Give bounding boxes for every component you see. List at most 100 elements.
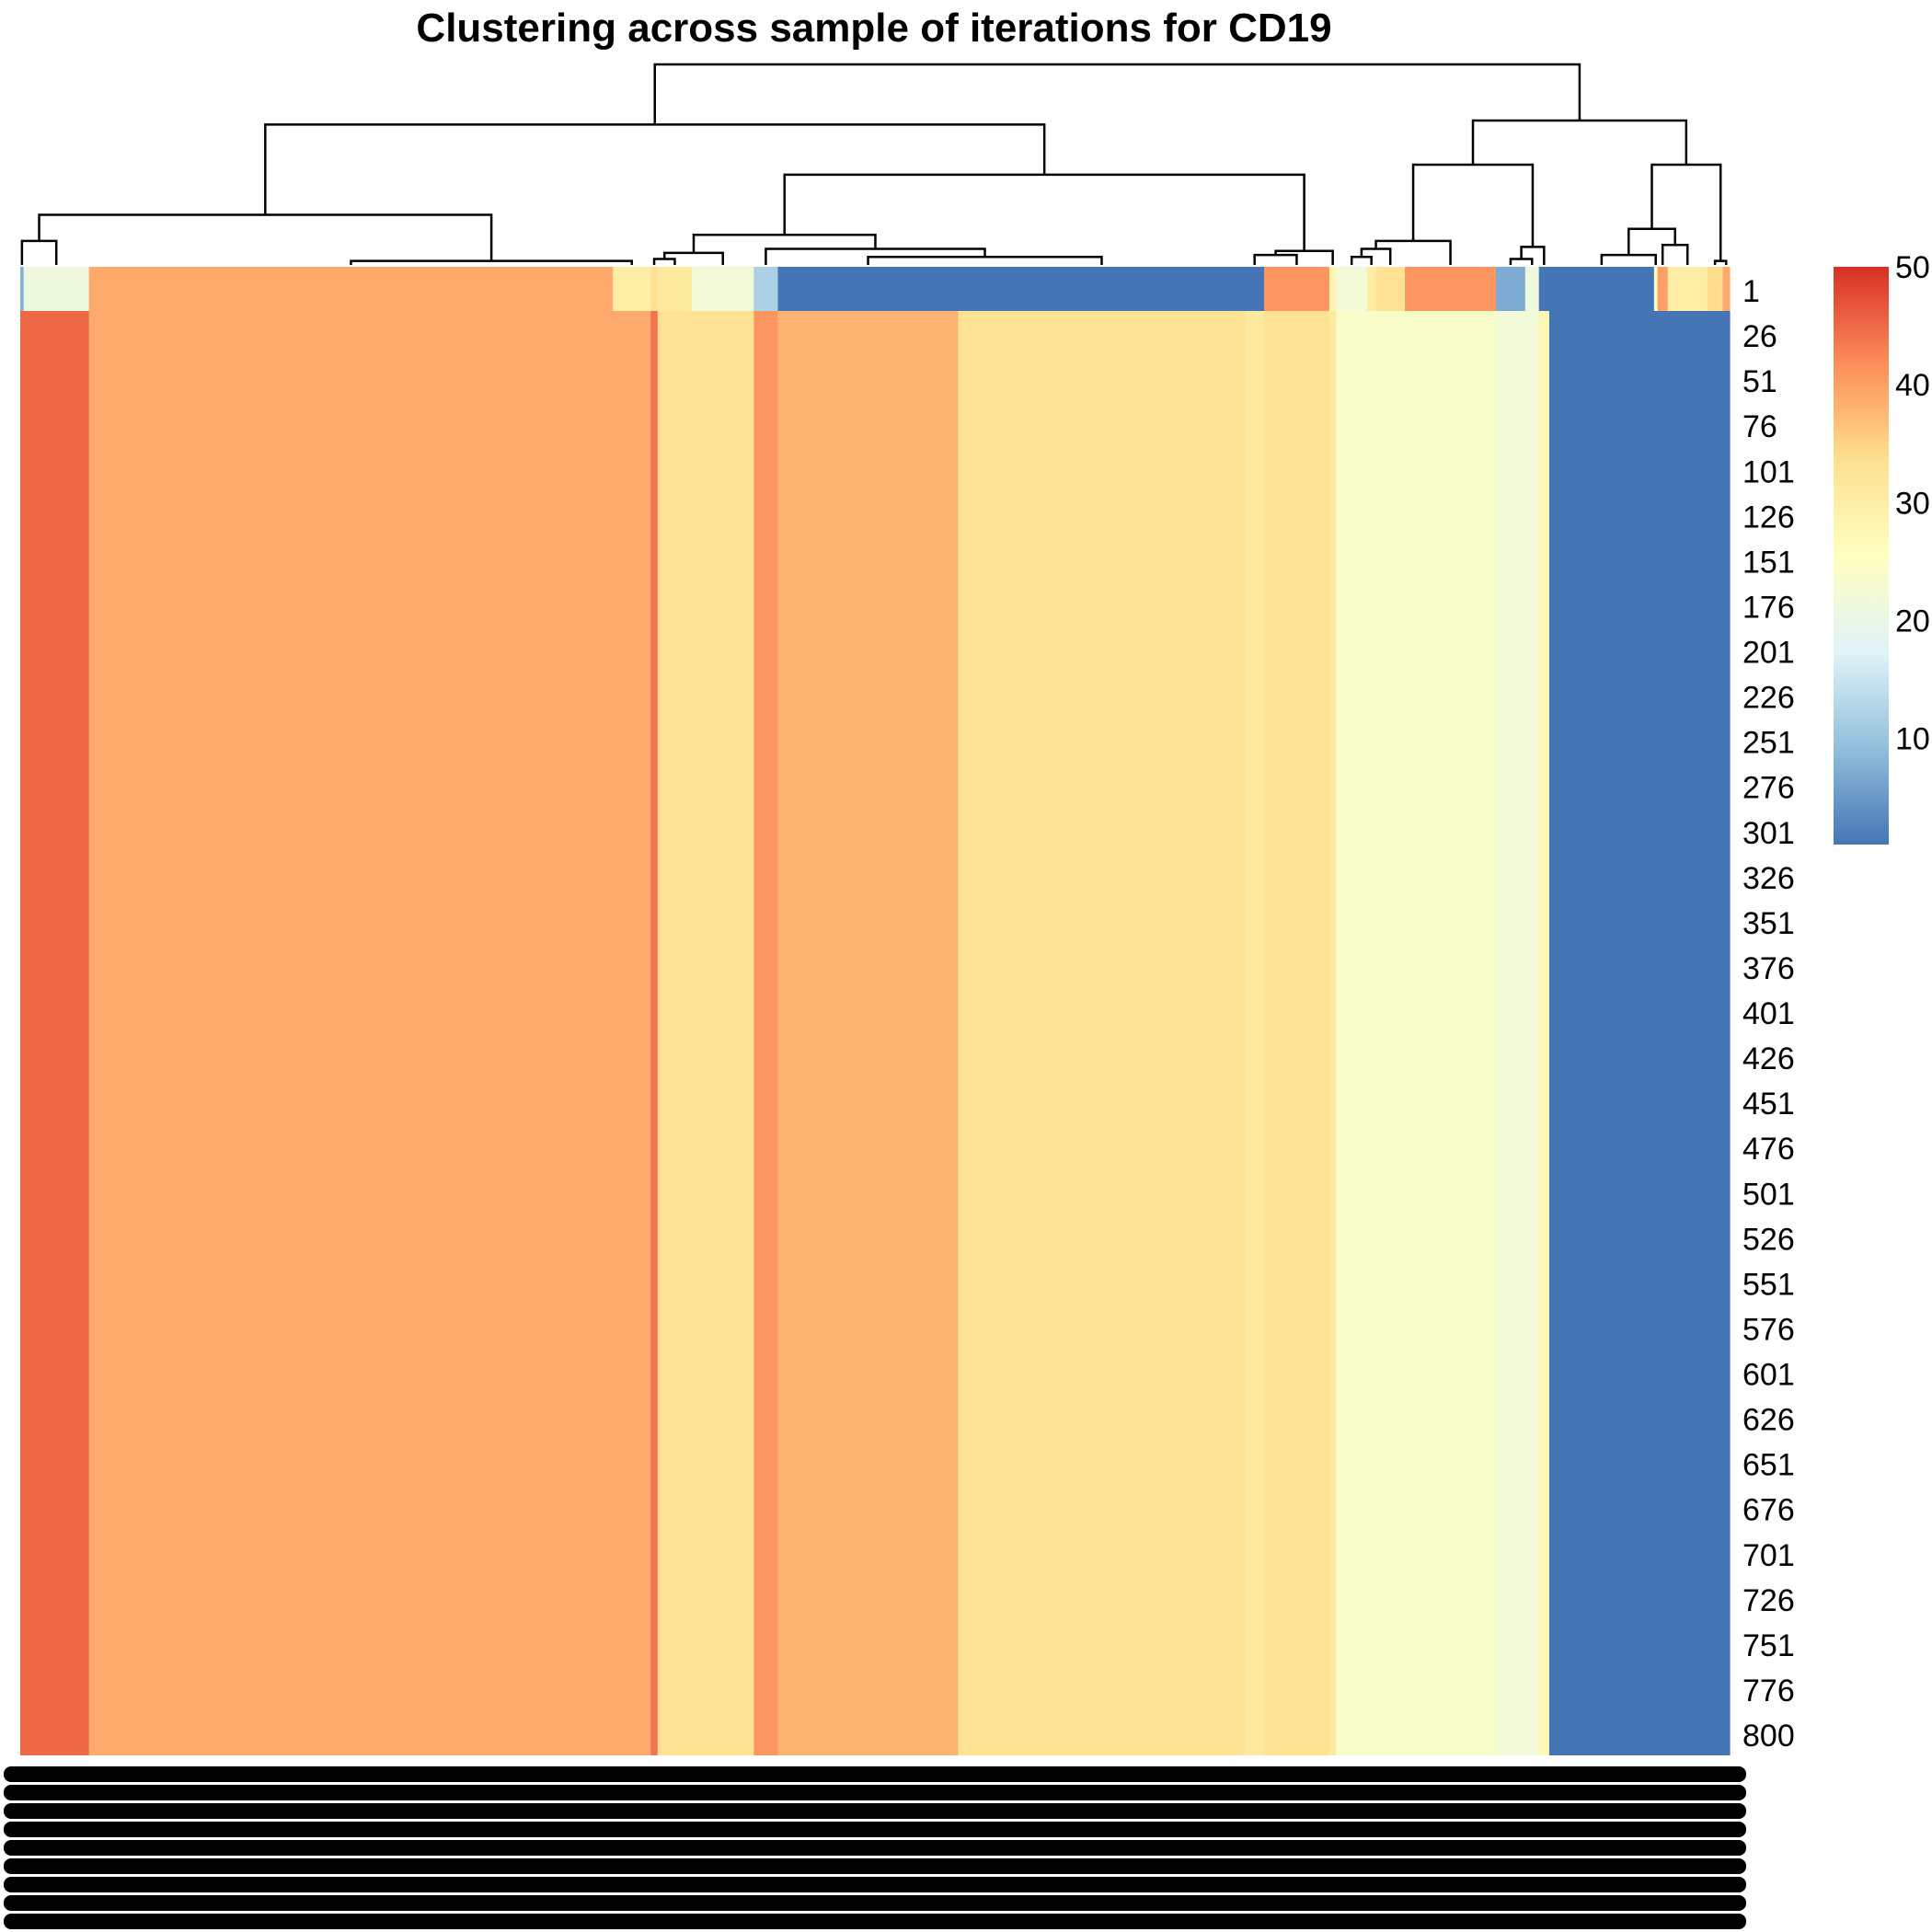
color-legend-bar: [1834, 267, 1889, 845]
row-label: 776: [1742, 1673, 1795, 1708]
heatmap-cell-body-0: [20, 311, 25, 1755]
legend-tick-label: 40: [1895, 368, 1930, 403]
dendrogram-link-18: [1411, 163, 1535, 247]
heatmap-cell-top-1: [23, 267, 90, 311]
heatmap-cell-body-3: [613, 311, 651, 1755]
row-label: 276: [1742, 771, 1795, 806]
row-label: 176: [1742, 590, 1795, 625]
row-label: 651: [1742, 1448, 1795, 1483]
row-label: 1: [1742, 274, 1760, 309]
chart-title: Clustering across sample of iterations f…: [416, 6, 1331, 51]
heatmap-cell-body-4: [650, 311, 659, 1755]
legend-tick-label: 30: [1895, 486, 1930, 521]
dendrogram-link-5: [867, 256, 1103, 265]
column-label-band: [4, 1785, 1746, 1800]
heatmap-cell-body-23: [1667, 311, 1708, 1755]
heatmap-cell-top-12: [1328, 267, 1337, 311]
heatmap-cell-top-4: [650, 267, 659, 311]
heatmap-cell-body-2: [88, 311, 614, 1755]
heatmap-cell-body-8: [777, 311, 960, 1755]
row-label: 201: [1742, 636, 1795, 671]
dendrogram-link-1: [20, 239, 58, 265]
dendrogram-link-16: [1509, 258, 1534, 265]
heatmap-cell-top-23: [1667, 267, 1708, 311]
heatmap-cell-top-11: [1263, 267, 1330, 311]
dendrogram-link-9: [1253, 253, 1298, 265]
row-label: 601: [1742, 1358, 1795, 1393]
row-label: 701: [1742, 1538, 1795, 1573]
row-label: 451: [1742, 1087, 1795, 1121]
legend-tick-label: 20: [1895, 604, 1930, 638]
column-sample-labels: [4, 1766, 1746, 1929]
legend-tick-label: 10: [1895, 722, 1930, 757]
heatmap-cell-top-19: [1538, 267, 1550, 311]
heatmap-cell-top-13: [1336, 267, 1368, 311]
heatmap-cell-top-2: [88, 267, 614, 311]
heatmap-cells: [20, 267, 1731, 1755]
heatmap-cell-top-16: [1405, 267, 1497, 311]
row-label: 301: [1742, 816, 1795, 851]
heatmap-cell-body-14: [1366, 311, 1376, 1755]
row-label: 76: [1742, 409, 1777, 444]
row-label: 626: [1742, 1403, 1795, 1438]
heatmap-cell-body-5: [657, 311, 693, 1755]
heatmap-cell-body-1: [23, 311, 90, 1755]
dendrogram-link-24: [1471, 119, 1688, 165]
heatmap-cell-body-22: [1657, 311, 1669, 1755]
heatmap-cell-top-15: [1375, 267, 1406, 311]
row-label: 251: [1742, 726, 1795, 761]
heatmap-cell-top-21: [1653, 267, 1659, 311]
heatmap-cell-body-9: [958, 311, 1247, 1755]
column-label-band: [4, 1840, 1746, 1856]
heatmap-cell-body-20: [1548, 311, 1655, 1755]
dendrogram-link-11: [783, 173, 1305, 251]
dendrogram-link-20: [1661, 243, 1689, 265]
heatmap-cell-body-7: [753, 311, 779, 1755]
heatmap-cell-top-24: [1707, 267, 1724, 311]
heatmap-cell-top-10: [1245, 267, 1265, 311]
dendrogram-link-13: [1350, 256, 1373, 265]
dendrogram-link-8: [692, 234, 877, 253]
heatmap-cell-body-15: [1375, 311, 1406, 1755]
row-label: 576: [1742, 1312, 1795, 1347]
row-label: 501: [1742, 1177, 1795, 1212]
heatmap-cell-top-17: [1496, 267, 1526, 311]
dendrogram-link-2: [350, 259, 634, 265]
heatmap-cell-body-25: [1722, 311, 1731, 1755]
heatmap-cell-body-13: [1336, 311, 1368, 1755]
row-label: 751: [1742, 1628, 1795, 1663]
dendrogram-link-22: [1713, 259, 1728, 265]
row-label: 51: [1742, 364, 1777, 399]
column-label-band: [4, 1877, 1746, 1892]
heatmap-cell-body-18: [1524, 311, 1540, 1755]
row-label: 551: [1742, 1267, 1795, 1302]
row-label: 476: [1742, 1132, 1795, 1167]
row-label: 126: [1742, 500, 1795, 535]
heatmap-cell-body-16: [1405, 311, 1497, 1755]
row-label: 376: [1742, 951, 1795, 986]
heatmap-cell-top-5: [657, 267, 693, 311]
heatmap-cell-body-21: [1653, 311, 1659, 1755]
heatmap-cell-body-24: [1707, 311, 1724, 1755]
heatmap-cell-body-10: [1245, 311, 1265, 1755]
dendrogram-link-19: [1600, 253, 1657, 265]
dendrogram-link-15: [1374, 239, 1452, 265]
column-dendrogram: [20, 63, 1728, 265]
row-label: 676: [1742, 1493, 1795, 1528]
heatmap-cell-top-9: [958, 267, 1247, 311]
heatmap-cell-top-18: [1524, 267, 1540, 311]
heatmap-cell-top-8: [777, 267, 960, 311]
column-label-band: [4, 1914, 1746, 1929]
dendrogram-link-12: [264, 123, 1046, 215]
row-label: 326: [1742, 861, 1795, 896]
color-legend: 10 20 30 40 50: [1834, 250, 1930, 845]
heatmap-cell-top-7: [753, 267, 779, 311]
heatmap-cell-top-20: [1548, 267, 1655, 311]
heatmap-cell-body-6: [692, 311, 754, 1755]
heatmap-cell-body-17: [1496, 311, 1526, 1755]
dendrogram-link-10: [1274, 249, 1334, 265]
dendrogram-link-21: [1627, 227, 1676, 256]
column-label-band: [4, 1766, 1746, 1782]
legend-tick-label: 50: [1895, 250, 1930, 285]
